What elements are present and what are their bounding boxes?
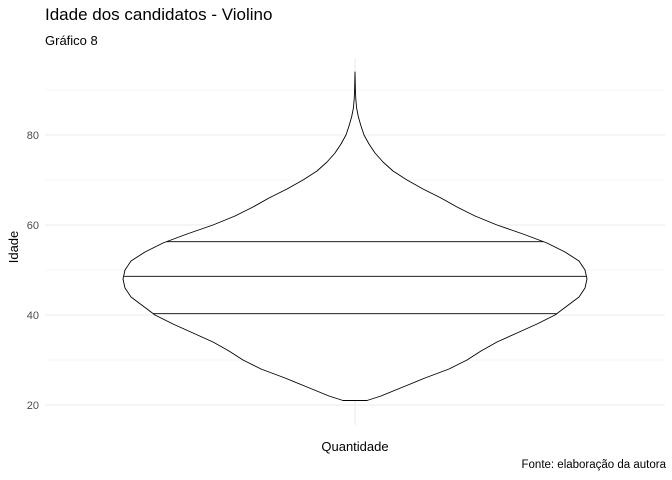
y-tick-label: 60 bbox=[27, 220, 39, 232]
chart-subtitle: Gráfico 8 bbox=[45, 33, 98, 48]
y-tick-label: 20 bbox=[27, 400, 39, 412]
y-tick-label: 40 bbox=[27, 310, 39, 322]
chart-title: Idade dos candidatos - Violino bbox=[45, 5, 273, 24]
x-axis-title: Quantidade bbox=[321, 439, 388, 454]
violin-body bbox=[122, 71, 588, 401]
y-axis-title: Idade bbox=[6, 231, 21, 264]
quantile-layer bbox=[123, 241, 587, 315]
chart-caption: Fonte: elaboração da autora bbox=[521, 459, 667, 471]
violin-layer bbox=[122, 71, 588, 401]
y-axis-ticks: 20 40 60 80 bbox=[27, 130, 39, 412]
y-tick-label: 80 bbox=[27, 130, 39, 142]
